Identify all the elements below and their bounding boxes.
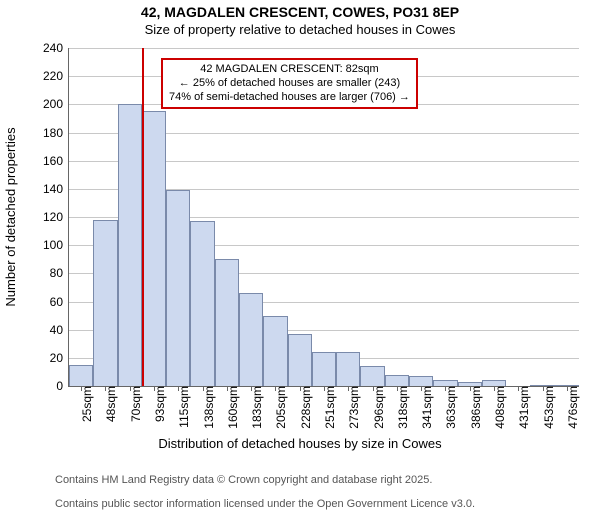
y-tick-label: 240 xyxy=(43,41,69,55)
y-tick-label: 220 xyxy=(43,69,69,83)
plot-area: 02040608010012014016018020022024025sqm48… xyxy=(68,48,579,387)
x-tick-label: 115sqm xyxy=(165,386,191,428)
histogram-bar xyxy=(263,316,287,386)
y-tick-label: 160 xyxy=(43,154,69,168)
chart-title: 42, MAGDALEN CRESCENT, COWES, PO31 8EP xyxy=(0,4,600,20)
y-tick-label: 100 xyxy=(43,238,69,252)
histogram-bar xyxy=(288,334,312,386)
x-tick-label: 476sqm xyxy=(554,386,580,429)
histogram-bar xyxy=(166,190,190,386)
y-tick-label: 20 xyxy=(50,351,69,365)
histogram-bar xyxy=(360,366,384,386)
histogram-bar xyxy=(190,221,214,386)
x-tick-label: 386sqm xyxy=(457,386,483,429)
property-marker-line xyxy=(142,48,144,386)
attribution-footer: Contains HM Land Registry data © Crown c… xyxy=(55,462,475,522)
x-tick-label: 205sqm xyxy=(262,386,288,429)
x-tick-label: 138sqm xyxy=(190,386,216,429)
y-tick-label: 200 xyxy=(43,97,69,111)
y-axis-label: Number of detached properties xyxy=(3,127,18,306)
x-tick-label: 273sqm xyxy=(335,386,361,429)
x-tick-label: 408sqm xyxy=(481,386,507,429)
histogram-bar xyxy=(385,375,409,386)
callout-line: ← 25% of detached houses are smaller (24… xyxy=(169,77,410,91)
property-callout: 42 MAGDALEN CRESCENT: 82sqm← 25% of deta… xyxy=(161,58,418,109)
callout-line: 74% of semi-detached houses are larger (… xyxy=(169,91,410,105)
y-tick-label: 120 xyxy=(43,210,69,224)
x-tick-label: 48sqm xyxy=(92,386,118,422)
y-tick-label: 40 xyxy=(50,323,69,337)
x-tick-label: 341sqm xyxy=(408,386,434,429)
y-tick-label: 80 xyxy=(50,266,69,280)
chart-container: { "title_line1": "42, MAGDALEN CRESCENT,… xyxy=(0,0,600,500)
x-tick-label: 93sqm xyxy=(141,386,167,422)
histogram-bar xyxy=(215,259,239,386)
histogram-bar xyxy=(93,220,117,386)
histogram-bar xyxy=(336,352,360,386)
x-tick-label: 25sqm xyxy=(68,386,94,422)
x-tick-label: 251sqm xyxy=(311,386,337,429)
histogram-bar xyxy=(239,293,263,386)
x-tick-label: 453sqm xyxy=(530,386,556,429)
histogram-bar xyxy=(69,365,93,386)
x-tick-label: 70sqm xyxy=(117,386,143,422)
x-tick-label: 318sqm xyxy=(384,386,410,429)
histogram-bar xyxy=(142,111,166,386)
x-tick-label: 296sqm xyxy=(360,386,386,429)
callout-line: 42 MAGDALEN CRESCENT: 82sqm xyxy=(169,63,410,77)
y-tick-label: 180 xyxy=(43,126,69,140)
x-tick-label: 160sqm xyxy=(214,386,240,429)
histogram-bar xyxy=(118,104,142,386)
histogram-bar xyxy=(312,352,336,386)
footer-line-1: Contains HM Land Registry data © Crown c… xyxy=(55,474,475,486)
histogram-bar xyxy=(409,376,433,386)
x-tick-label: 363sqm xyxy=(432,386,458,429)
x-axis-label: Distribution of detached houses by size … xyxy=(0,436,600,451)
x-tick-label: 183sqm xyxy=(238,386,264,429)
y-tick-label: 140 xyxy=(43,182,69,196)
y-tick-label: 60 xyxy=(50,295,69,309)
x-tick-label: 431sqm xyxy=(505,386,531,429)
gridline xyxy=(69,48,579,49)
x-tick-label: 228sqm xyxy=(287,386,313,429)
chart-subtitle: Size of property relative to detached ho… xyxy=(0,22,600,37)
